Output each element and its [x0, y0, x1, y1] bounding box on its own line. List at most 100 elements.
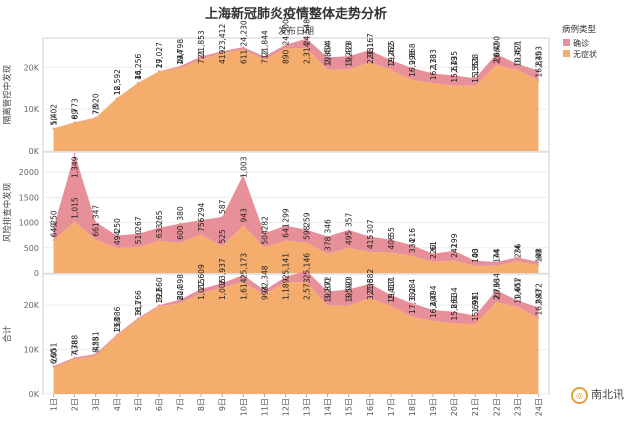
data-label-confirmed: 299 — [281, 208, 290, 223]
data-label-asymptomatic: 15,698 — [471, 295, 480, 321]
data-label-confirmed: 74 — [492, 249, 501, 259]
data-point-asymptomatic — [453, 259, 456, 262]
data-label-asymptomatic: 19,872 — [324, 276, 333, 302]
data-label-confirmed: 2,736 — [492, 278, 501, 300]
data-point-asymptomatic — [432, 320, 434, 322]
data-point-asymptomatic — [495, 264, 498, 267]
data-point-confirmed — [432, 309, 434, 311]
data-label-asymptomatic: 641 — [281, 223, 290, 238]
data-label-confirmed: 380 — [176, 206, 185, 221]
x-tick-label: 20日 — [450, 398, 459, 416]
data-point-asymptomatic — [136, 318, 139, 321]
data-point-asymptomatic — [305, 47, 308, 50]
data-point-confirmed — [474, 314, 477, 317]
data-label-asymptomatic: 378 — [324, 236, 333, 251]
row-label: 合计 — [2, 325, 13, 343]
data-label-asymptomatic: 21,582 — [366, 269, 375, 295]
data-point-confirmed — [305, 37, 308, 40]
data-point-asymptomatic — [495, 301, 498, 304]
data-label-asymptomatic: 600 — [176, 225, 185, 240]
data-label-confirmed: 1,614 — [239, 278, 248, 300]
y-tick-label: 500 — [24, 244, 39, 253]
chart-title: 上海新冠肺炎疫情整体走势分析 — [204, 7, 387, 22]
series-area-asymptomatic — [53, 48, 539, 152]
legend-swatch — [563, 50, 570, 57]
data-point-confirmed — [52, 127, 55, 130]
data-label-confirmed: 2,472 — [534, 283, 543, 305]
x-tick-label: 12日 — [281, 398, 290, 416]
data-point-asymptomatic — [411, 78, 413, 81]
data-label-asymptomatic: 16,983 — [534, 289, 543, 315]
data-point-confirmed — [537, 69, 540, 72]
data-point-asymptomatic — [368, 297, 371, 299]
data-label-asymptomatic: 16,178 — [429, 54, 438, 80]
data-label-asymptomatic: 20,634 — [492, 273, 501, 299]
data-label-asymptomatic: 25,146 — [303, 253, 312, 279]
data-label-confirmed: 311 — [134, 301, 143, 316]
data-point-asymptomatic — [326, 68, 329, 71]
data-point-asymptomatic — [200, 233, 203, 236]
data-point-asymptomatic — [326, 304, 329, 307]
data-point-asymptomatic — [263, 58, 266, 61]
data-label-asymptomatic: 22,348 — [260, 265, 269, 291]
data-label-asymptomatic: 19,660 — [155, 277, 164, 303]
data-label-confirmed: 294 — [197, 203, 206, 218]
data-label-asymptomatic: 17,332 — [408, 287, 417, 313]
data-point-confirmed — [115, 234, 118, 237]
data-label-confirmed: 2,417 — [387, 278, 396, 300]
data-label-asymptomatic: 19,428 — [345, 40, 354, 66]
data-label-asymptomatic: 19,923 — [345, 276, 354, 302]
data-point-confirmed — [326, 56, 329, 59]
x-axis-title: 发布日期 — [278, 25, 314, 37]
data-label-confirmed: 2,931 — [366, 42, 375, 64]
data-label-confirmed: 2,262 — [387, 42, 396, 64]
data-point-asymptomatic — [94, 354, 97, 357]
data-label-confirmed: 259 — [303, 212, 312, 227]
data-label-asymptomatic: 20,490 — [492, 36, 501, 62]
data-label-confirmed: 216 — [408, 228, 417, 243]
data-point-asymptomatic — [432, 82, 434, 85]
data-point-confirmed — [136, 81, 139, 84]
data-point-confirmed — [389, 59, 392, 62]
data-label-confirmed: 260 — [50, 348, 59, 363]
data-point-asymptomatic — [389, 68, 392, 71]
data-label-asymptomatic: 15,619 — [450, 56, 459, 82]
data-label-confirmed: 1,015 — [197, 278, 206, 300]
data-label-asymptomatic: 19,657 — [513, 277, 522, 303]
data-point-confirmed — [200, 219, 203, 221]
data-point-confirmed — [347, 229, 350, 231]
data-label-asymptomatic: 19,494 — [324, 40, 333, 66]
data-point-confirmed — [73, 356, 76, 359]
data-point-confirmed — [474, 77, 477, 80]
data-label-confirmed: 1,003 — [239, 156, 248, 178]
data-point-confirmed — [453, 74, 456, 77]
data-label-asymptomatic: 494 — [113, 231, 122, 246]
data-point-confirmed — [368, 282, 371, 285]
data-point-confirmed — [537, 261, 540, 263]
data-label-confirmed: 2,333 — [429, 49, 438, 71]
data-label-asymptomatic: 598 — [303, 225, 312, 240]
data-label-confirmed: 307 — [366, 219, 375, 234]
series-area-asymptomatic — [53, 221, 539, 273]
data-label-confirmed: 27 — [155, 58, 164, 68]
data-label-confirmed: 78 — [92, 105, 101, 115]
data-point-confirmed — [516, 256, 519, 259]
data-point-asymptomatic — [94, 238, 97, 241]
data-label-asymptomatic: 525 — [218, 229, 227, 244]
data-point-confirmed — [495, 261, 498, 263]
x-tick-label: 8日 — [197, 398, 206, 411]
data-label-asymptomatic: 15,861 — [450, 294, 459, 320]
x-tick-label: 18日 — [408, 398, 417, 416]
y-tick-label: 20K — [24, 301, 40, 310]
data-point-confirmed — [52, 226, 55, 229]
data-label-asymptomatic: 20,398 — [176, 274, 185, 300]
data-point-confirmed — [136, 232, 139, 235]
x-tick-label: 11日 — [260, 398, 269, 416]
data-label-asymptomatic: 19,421 — [513, 40, 522, 66]
data-label-asymptomatic: 242 — [450, 243, 459, 258]
x-tick-label: 9日 — [218, 398, 227, 411]
data-label-confirmed: 2,435 — [450, 51, 459, 73]
data-label-confirmed: 346 — [324, 219, 333, 234]
data-point-confirmed — [347, 288, 350, 291]
data-label-asymptomatic: 19,027 — [155, 42, 164, 68]
